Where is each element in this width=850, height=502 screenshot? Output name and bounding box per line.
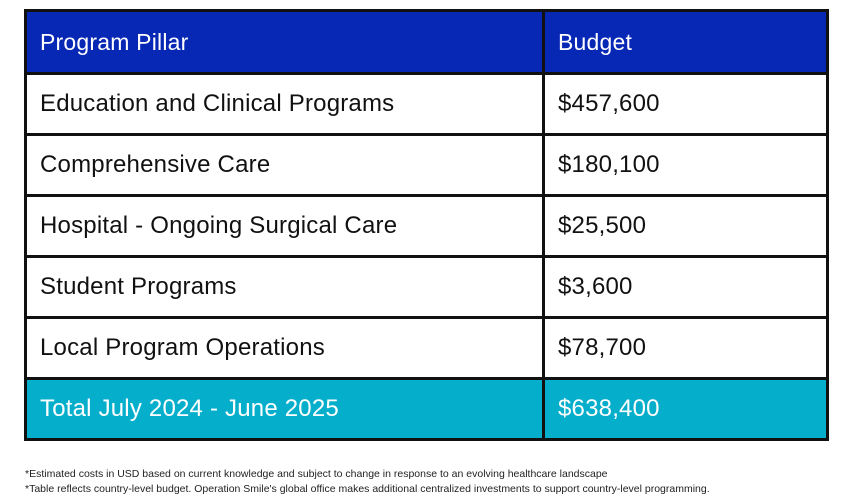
budget-cell: $25,500 — [542, 194, 829, 258]
budget-cell: $78,700 — [542, 316, 829, 380]
footnote-country-level: *Table reflects country-level budget. Op… — [25, 483, 710, 495]
table-row: Comprehensive Care $180,100 — [24, 133, 829, 197]
header-budget: Budget — [542, 9, 829, 75]
footnotes: *Estimated costs in USD based on current… — [25, 467, 845, 497]
pillar-cell: Education and Clinical Programs — [24, 72, 545, 136]
table-header-row: Program Pillar Budget — [24, 9, 829, 75]
table-row: Student Programs $3,600 — [24, 255, 829, 319]
pillar-cell: Hospital - Ongoing Surgical Care — [24, 194, 545, 258]
budget-cell: $457,600 — [542, 72, 829, 136]
budget-table: Program Pillar Budget Education and Clin… — [24, 9, 829, 441]
pillar-cell: Comprehensive Care — [24, 133, 545, 197]
footnote-estimated-costs: *Estimated costs in USD based on current… — [25, 468, 608, 480]
pillar-cell: Local Program Operations — [24, 316, 545, 380]
total-budget: $638,400 — [542, 377, 829, 441]
total-row: Total July 2024 - June 2025 $638,400 — [24, 377, 829, 441]
total-label: Total July 2024 - June 2025 — [24, 377, 545, 441]
pillar-cell: Student Programs — [24, 255, 545, 319]
table-row: Local Program Operations $78,700 — [24, 316, 829, 380]
table-row: Hospital - Ongoing Surgical Care $25,500 — [24, 194, 829, 258]
table-row: Education and Clinical Programs $457,600 — [24, 72, 829, 136]
budget-cell: $3,600 — [542, 255, 829, 319]
budget-cell: $180,100 — [542, 133, 829, 197]
header-program-pillar: Program Pillar — [24, 9, 545, 75]
